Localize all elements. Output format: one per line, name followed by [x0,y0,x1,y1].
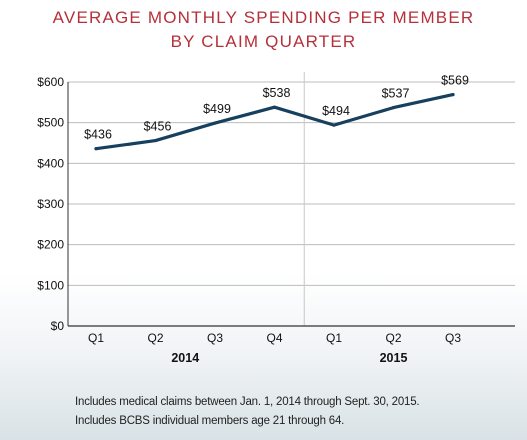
chart-title-line-2: BY CLAIM QUARTER [170,32,357,51]
data-label: $538 [263,86,291,100]
y-tick-label: $200 [37,238,64,252]
y-tick-label: $0 [51,319,65,333]
x-tick-label: Q3 [207,331,223,345]
x-tick-label: Q1 [326,331,342,345]
x-tick-label: Q2 [385,331,401,345]
year-labels: 2014 2015 [171,351,407,365]
year-label: 2015 [380,351,408,365]
y-tick-label: $500 [37,116,64,130]
series-line [94,93,455,151]
x-tick-label: Q4 [266,331,282,345]
data-point [332,123,336,127]
grid-lines [68,81,515,286]
data-point [272,105,277,109]
y-tick-label: $400 [37,156,64,170]
data-point [391,106,396,110]
data-label: $499 [203,102,231,116]
x-tick-label: Q2 [147,331,163,345]
data-point [94,147,98,151]
data-label: $569 [441,74,469,88]
data-label: $456 [144,120,172,134]
data-point [153,138,158,143]
data-label: $436 [84,128,112,142]
y-tick-label: $100 [37,278,64,292]
x-tick-label: Q3 [445,331,461,345]
y-tick-label: $300 [37,197,64,211]
x-axis-ticks: Q1 Q2 Q3 Q4 Q1 Q2 Q3 [88,331,461,345]
chart-title: AVERAGE MONTHLY SPENDING PER MEMBER BY C… [0,6,527,54]
data-label: $537 [382,87,410,101]
line-chart: $0$100$200$300$400$500$600 $436$456$499$… [37,72,515,365]
y-tick-label: $600 [37,75,64,89]
data-label: $494 [322,104,350,118]
footnote-line-1: Includes medical claims between Jan. 1, … [75,396,420,408]
x-tick-label: Q1 [88,331,104,345]
chart-title-line-1: AVERAGE MONTHLY SPENDING PER MEMBER [52,8,475,27]
data-point [213,121,217,125]
y-axis-ticks: $0 $100 $200 $300 $400 $500 $600 [37,75,64,333]
footnote: Includes medical claims between Jan. 1, … [75,393,420,431]
year-label: 2014 [171,351,199,365]
axes [67,82,515,327]
data-point [451,93,455,97]
data-labels: $436 $456 $499 $538 $494 $537 $569 [84,74,469,142]
footnote-line-2: Includes BCBS individual members age 21 … [75,415,345,427]
